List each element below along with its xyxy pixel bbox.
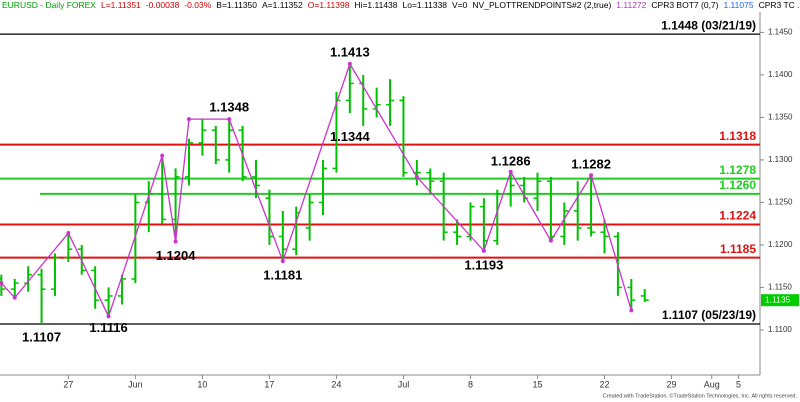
zigzag-point [66, 231, 71, 236]
level-label: 1.1107 (05/23/19) [662, 308, 756, 322]
zigzag-point [280, 259, 285, 264]
level-label: 1.1448 (03/21/19) [661, 18, 756, 32]
header-item: 1.11272 [616, 0, 646, 10]
zigzag-point [508, 169, 513, 174]
zigzag-line [0, 62, 632, 319]
last-price-box [761, 294, 799, 307]
header-item: NV_PLOTTRENDPOINTS#2 (2,true) [472, 0, 611, 10]
pivot-label: 1.1204 [156, 248, 197, 263]
pivot-label: 1.1116 [89, 320, 127, 335]
header-item: Lo=1.11338 [403, 0, 448, 10]
zigzag-point [347, 61, 352, 66]
y-tick-label: 1.1200 [768, 240, 793, 249]
x-tick-label: 24 [331, 379, 341, 389]
zigzag-point [160, 153, 165, 158]
x-tick-label: 27 [63, 379, 73, 389]
header-item: V=0 [452, 0, 468, 10]
header-item: -0.00038 [146, 0, 180, 10]
x-tick-label: 15 [532, 379, 542, 389]
zigzag-point [481, 248, 486, 253]
header: EURUSD - Daily FOREX L=1.11351 -0.00038 -0.… [2, 0, 800, 10]
zigzag-point [414, 174, 419, 179]
zigzag-point [589, 173, 594, 178]
pivot-label: 1.1344 [330, 129, 371, 144]
x-tick-label: 22 [600, 379, 610, 389]
zigzag-point [227, 117, 232, 122]
x-tick-label: 10 [197, 379, 207, 389]
y-tick-label: 1.1100 [768, 325, 792, 334]
zigzag-point [548, 238, 553, 243]
x-tick-label: 5 [736, 379, 741, 389]
footer: Created with TradeStation. ©TradeStation… [603, 392, 798, 399]
header-item: O=1.11398 [308, 0, 350, 10]
zigzag-point [0, 281, 4, 286]
header-item: EURUSD - Daily FOREX [2, 0, 96, 10]
x-tick-label: 29 [667, 379, 677, 389]
pivot-label: 1.1181 [263, 268, 302, 283]
pivot-label: 1.1193 [464, 257, 503, 272]
level-label: 1.1224 [719, 209, 756, 223]
pivot-label: 1.1282 [571, 157, 611, 172]
header-item: Hi=1.11438 [354, 0, 397, 10]
header-item: B=1.11350 [216, 0, 257, 10]
level-label: 1.1185 [720, 242, 756, 256]
header-item: L=1.11351 [101, 0, 141, 10]
header-item: CPR3 BOT7 (0,7) [651, 0, 718, 10]
x-tick-label: 17 [264, 379, 274, 389]
level-label: 1.1318 [719, 129, 756, 143]
pivot-label: 1.1107 [22, 329, 61, 344]
x-tick-label: 8 [468, 379, 473, 389]
y-tick-label: 1.1400 [768, 70, 793, 79]
zigzag-point [629, 308, 634, 313]
y-tick-label: 1.1350 [768, 113, 793, 122]
zigzag-point [106, 314, 111, 319]
x-tick-label: Jun [128, 379, 143, 389]
level-label: 1.1260 [719, 178, 756, 192]
level-label: 1.1278 [719, 163, 756, 177]
header-item: -0.03% [184, 0, 211, 10]
x-tick-label: Aug [704, 379, 720, 389]
y-tick-label: 1.1300 [768, 155, 793, 164]
header-item: CPR3 TC ... [759, 0, 800, 10]
zigzag-point [186, 117, 191, 122]
x-tick-label: Jul [398, 379, 410, 389]
pivot-label: 1.1348 [209, 100, 249, 115]
zigzag-point [12, 295, 17, 300]
pivot-label: 1.1413 [330, 44, 370, 59]
y-tick-label: 1.1150 [768, 283, 792, 292]
y-tick-label: 1.1250 [768, 198, 793, 207]
pivot-label: 1.1286 [491, 153, 531, 168]
y-tick-label: 1.1450 [768, 28, 793, 37]
zigzag-point [173, 239, 178, 244]
header-item: A=1.11352 [262, 0, 303, 10]
last-price-label: 1.1135 [765, 294, 791, 304]
header-item: 1.11075 [723, 0, 753, 10]
